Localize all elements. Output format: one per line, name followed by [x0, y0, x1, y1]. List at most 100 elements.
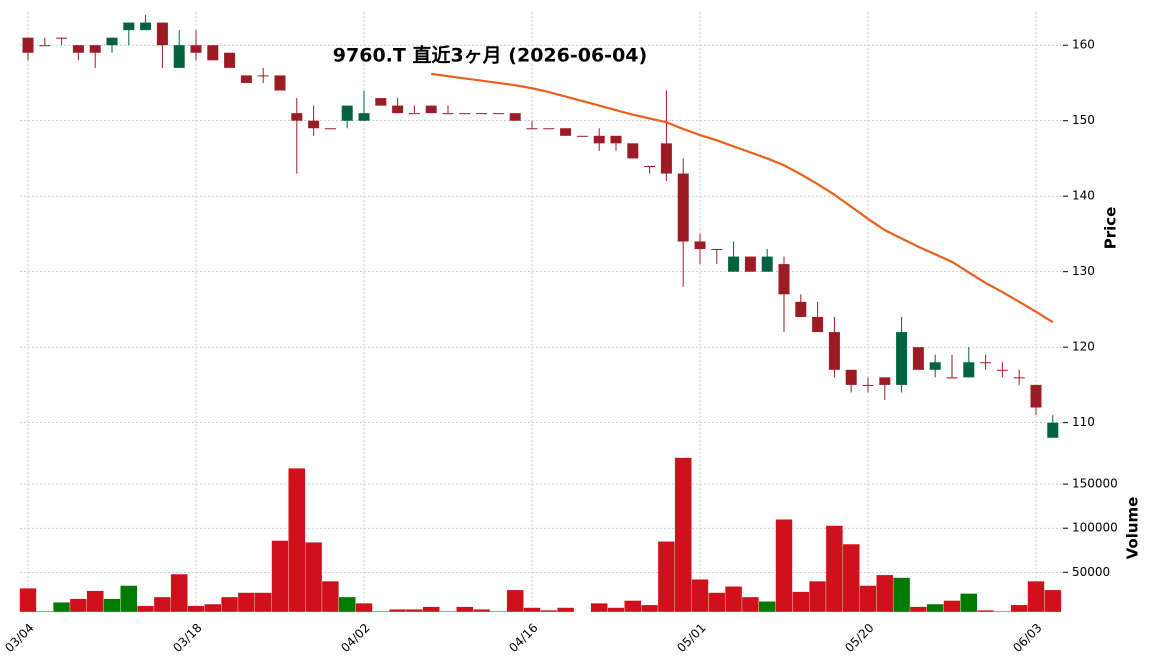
volume-bar: [775, 519, 793, 613]
volume-bar: [103, 598, 121, 613]
candle-body: [140, 22, 152, 31]
volume-bar: [708, 592, 726, 613]
y-tick-label: 130: [1072, 264, 1095, 278]
volume-tick-label: 150000: [1072, 477, 1118, 491]
candle-body: [1030, 384, 1042, 408]
volume-bar: [271, 540, 289, 613]
volume-bar: [305, 542, 323, 613]
moving-average: [431, 72, 1054, 324]
volume-bar: [725, 586, 743, 613]
candle-body: [358, 113, 370, 121]
x-tick-label: 04/02: [338, 621, 372, 655]
candle-body: [291, 113, 303, 121]
candle-body: [996, 369, 1008, 371]
y-tick-label: 150: [1072, 113, 1095, 127]
x-tick-label: 05/20: [842, 621, 876, 655]
y-tick-label: 160: [1072, 38, 1095, 52]
volume-bar: [977, 610, 995, 613]
candle-body: [39, 45, 51, 47]
candle-body: [896, 332, 908, 385]
candle-body: [778, 264, 790, 295]
volume-bar: [926, 603, 944, 613]
candle-body: [190, 45, 202, 53]
candle-body: [929, 362, 941, 370]
candle-body: [543, 128, 555, 130]
candle-body: [526, 128, 538, 130]
volume-bar: [960, 593, 978, 613]
chart-title: 9760.T 直近3ヶ月 (2026-06-04): [333, 44, 647, 67]
candle-body: [22, 37, 34, 53]
volume-bar: [473, 609, 491, 613]
candle-body: [308, 120, 320, 129]
candle-body: [72, 45, 84, 53]
candle-body: [106, 37, 118, 46]
volume-bar: [657, 541, 675, 613]
volume-bar: [254, 592, 272, 613]
candle-body: [761, 256, 773, 272]
volume-bar: [422, 606, 440, 613]
candle-body: [711, 249, 723, 251]
volume-tick-label: 50000: [1072, 565, 1110, 579]
volume-axis-label: Volume: [1124, 497, 1142, 560]
volume-bar: [809, 580, 827, 613]
candle-body: [375, 98, 387, 106]
volume-bar: [187, 605, 205, 613]
x-tick-label: 06/03: [1010, 621, 1044, 655]
candle-body: [89, 45, 101, 53]
x-tick-label: 05/01: [674, 621, 708, 655]
volume-bar: [1027, 580, 1045, 613]
y-tick-label: 120: [1072, 340, 1095, 354]
volume-bar: [204, 603, 222, 613]
candle-body: [728, 256, 740, 272]
y-tick-label: 110: [1072, 415, 1095, 429]
candle-body: [576, 135, 588, 137]
volume-bar: [170, 573, 188, 613]
volume-bar: [53, 602, 71, 613]
volume-bar: [691, 579, 709, 613]
volume-bar: [943, 600, 961, 613]
volume-bar: [758, 601, 776, 613]
volume-bar: [456, 606, 474, 613]
candle-body: [476, 113, 488, 115]
candle-body: [627, 143, 639, 159]
volume-bar: [842, 543, 860, 613]
volume-bar: [338, 596, 356, 613]
candle-body: [224, 52, 236, 68]
volume-bar: [674, 457, 692, 613]
volume-bar: [993, 610, 1011, 613]
candle-body: [341, 105, 353, 121]
candle-body: [509, 113, 521, 121]
candle-body: [274, 75, 286, 91]
volume-bar: [641, 604, 659, 613]
candle-body: [593, 135, 605, 144]
candle-body: [862, 384, 874, 386]
candle-body: [1013, 377, 1025, 379]
candle-body: [845, 369, 857, 385]
volume-bar: [506, 589, 524, 613]
x-tick-label: 04/16: [506, 621, 540, 655]
candle-body: [560, 128, 572, 136]
candle-body: [963, 362, 975, 378]
volume-bar: [523, 607, 541, 613]
candle-body: [660, 143, 672, 174]
volume-bar: [372, 610, 390, 613]
volume-bar: [86, 590, 104, 613]
volume-bar: [137, 605, 155, 613]
candle-body: [677, 173, 689, 242]
volume-bar: [624, 600, 642, 613]
candle-body: [257, 75, 269, 77]
x-tick-label: 03/04: [2, 621, 36, 655]
volume-bar: [321, 580, 339, 613]
volume-tick-label: 100000: [1072, 521, 1118, 535]
candle-body: [610, 135, 622, 144]
candle-body: [644, 165, 656, 167]
volume-bar: [389, 609, 407, 613]
candle-body: [912, 347, 924, 370]
volume-bar: [741, 596, 759, 613]
candle-body: [744, 256, 756, 272]
volume-bar: [893, 577, 911, 613]
volume-bar: [405, 609, 423, 613]
candle-body: [795, 301, 807, 317]
candle-body: [980, 362, 992, 364]
